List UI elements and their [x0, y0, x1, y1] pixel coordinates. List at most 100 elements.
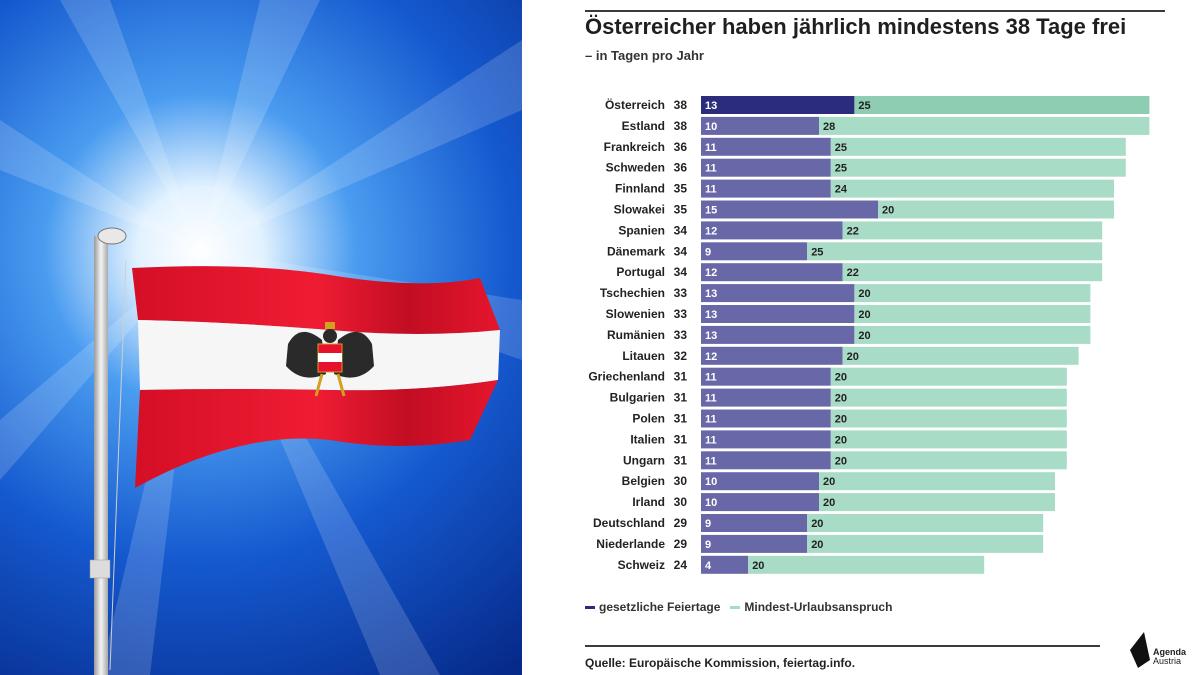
bar-leave [842, 263, 1103, 282]
top-rule [585, 10, 1165, 12]
category-label: Dänemark [607, 244, 665, 258]
category-label: Litauen [622, 349, 665, 363]
legend: gesetzliche Feiertage Mindest-Urlaubsans… [585, 600, 902, 614]
holidays-value-label: 13 [705, 288, 717, 300]
legend-item-leave: Mindest-Urlaubsanspruch [730, 600, 892, 614]
logo-line2: Austria [1153, 656, 1182, 666]
category-label: Portugal [616, 265, 665, 279]
leave-value-label: 20 [835, 455, 847, 467]
bar-leave [807, 242, 1103, 261]
category-label: Griechenland [588, 370, 665, 384]
source-note: Quelle: Europäische Kommission, feiertag… [585, 656, 856, 670]
leave-value-label: 25 [858, 100, 870, 112]
total-label: 35 [674, 203, 688, 217]
legend-label-leave: Mindest-Urlaubsanspruch [744, 600, 893, 614]
category-label: Estland [622, 119, 665, 133]
bar-leave [819, 472, 1055, 491]
category-label: Frankreich [604, 140, 665, 154]
total-label: 31 [674, 412, 688, 426]
bar-leave [748, 555, 985, 574]
bar-holidays [701, 284, 855, 303]
holidays-value-label: 4 [705, 560, 712, 572]
holidays-value-label: 12 [705, 351, 717, 363]
chart-panel: Österreicher haben jährlich mindestens 3… [522, 0, 1200, 675]
total-label: 35 [674, 182, 688, 196]
bar-leave [854, 305, 1091, 323]
leave-value-label: 24 [835, 184, 848, 196]
category-label: Belgien [622, 474, 665, 488]
holidays-value-label: 12 [705, 267, 717, 279]
bar-leave [878, 200, 1114, 219]
bar-leave [819, 116, 1150, 135]
total-label: 31 [674, 391, 688, 405]
leave-value-label: 20 [835, 414, 847, 426]
bar-holidays [701, 325, 855, 344]
total-label: 31 [674, 453, 688, 467]
category-label: Spanien [618, 223, 665, 237]
category-label: Niederlande [596, 537, 665, 551]
leave-value-label: 20 [835, 393, 847, 405]
logo-text: Agenda Austria [1153, 648, 1186, 666]
holidays-value-label: 13 [705, 330, 717, 342]
bar-leave [830, 451, 1067, 470]
total-label: 31 [674, 370, 688, 384]
bar-leave [842, 346, 1079, 365]
legend-swatch-leave [730, 605, 741, 609]
holidays-value-label: 12 [705, 225, 717, 237]
stacked-bar-chart: Österreich 38 13 25 Estland 38 10 28 Frankreich 3… [588, 96, 1150, 574]
total-label: 31 [674, 432, 688, 446]
bottom-rule [585, 645, 1100, 647]
category-label: Schweiz [618, 558, 665, 572]
category-label: Finnland [615, 182, 665, 196]
category-label: Polen [632, 412, 665, 426]
leave-value-label: 20 [835, 372, 847, 384]
category-label: Schweden [606, 161, 665, 175]
bar-holidays [701, 158, 831, 177]
total-label: 24 [674, 558, 688, 572]
bar-holidays [701, 179, 831, 198]
legend-item-holidays: gesetzliche Feiertage [585, 600, 720, 614]
bar-holidays [701, 367, 831, 386]
category-label: Slowakei [614, 203, 665, 217]
holidays-value-label: 11 [705, 372, 717, 384]
agenda-austria-logo [1130, 632, 1150, 668]
holidays-value-label: 11 [705, 393, 717, 405]
total-label: 38 [674, 119, 688, 133]
holidays-value-label: 11 [705, 184, 717, 196]
leave-value-label: 20 [858, 330, 870, 342]
bar-holidays [701, 137, 831, 156]
holidays-value-label: 10 [705, 121, 717, 133]
bar-holidays [701, 263, 843, 282]
leave-value-label: 25 [811, 246, 823, 258]
bar-holidays [701, 305, 855, 323]
logo-line1: Agenda [1153, 647, 1187, 657]
holidays-value-label: 10 [705, 476, 717, 488]
leave-value-label: 20 [823, 497, 835, 509]
total-label: 33 [674, 286, 688, 300]
total-label: 34 [674, 265, 688, 279]
leave-value-label: 20 [823, 476, 835, 488]
bar-leave [842, 221, 1103, 240]
bar-holidays [701, 409, 831, 428]
holidays-value-label: 13 [705, 100, 717, 112]
category-label: Italien [630, 432, 665, 446]
category-label: Deutschland [593, 516, 665, 530]
total-label: 38 [674, 98, 688, 112]
leave-value-label: 20 [835, 434, 847, 446]
bar-leave [830, 430, 1067, 449]
total-label: 33 [674, 328, 688, 342]
holidays-value-label: 11 [705, 163, 717, 175]
leave-value-label: 20 [811, 539, 823, 551]
bar-holidays [701, 200, 878, 219]
bar-holidays [701, 96, 855, 114]
holidays-value-label: 9 [705, 246, 711, 258]
bar-leave [807, 514, 1044, 532]
leave-value-label: 22 [847, 225, 859, 237]
leave-value-label: 20 [811, 518, 823, 530]
austrian-flag-image [0, 0, 522, 675]
bar-holidays [701, 221, 843, 240]
bar-holidays [701, 242, 808, 261]
holidays-value-label: 15 [705, 205, 717, 217]
holidays-value-label: 11 [705, 142, 717, 154]
category-label: Slowenien [606, 307, 665, 321]
